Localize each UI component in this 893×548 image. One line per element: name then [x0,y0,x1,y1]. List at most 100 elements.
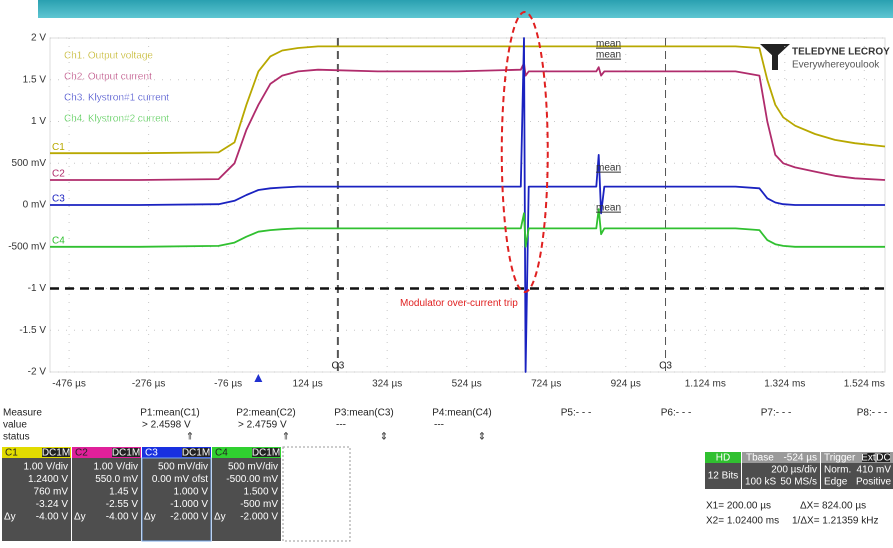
legend-entry: Ch2. Output current [64,72,152,83]
channel-marker: C3 [52,194,65,205]
y-tick-label: 1 V [31,116,46,127]
channel-setting: 760 mV [34,487,69,498]
measure-value: --- [336,420,346,431]
channel-setting: -2.000 V [170,512,208,523]
channel-setting: 500 mV/div [228,462,278,473]
y-tick-label: 1.5 V [23,74,47,85]
channel-setting: 1.00 V/div [24,462,68,473]
measure-value: > 2.4759 V [238,420,287,431]
tbase-sample-rate: 50 MS/s [780,477,817,488]
channel-setting: -4.00 V [36,512,69,523]
y-tick-label: -500 mV [8,241,46,252]
measure-status: ⇑ [186,432,194,443]
channel-marker: C4 [52,235,65,246]
measure-header: P1:mean(C1) [140,408,199,419]
trigger-mode: Norm. [824,465,851,476]
measure-header: P3:mean(C3) [334,408,393,419]
x-tick-label: -276 µs [132,379,166,390]
y-tick-label: 0 mV [23,200,47,211]
legend-entry: Ch4. Klystron#2 current [64,114,169,125]
measure-status: ⇑ [282,432,290,443]
trigger-level: 410 mV [857,465,892,476]
channel-setting: 1.500 V [244,487,279,498]
x-tick-label: 724 µs [531,379,561,390]
channel-name: C1 [5,448,18,459]
channel-marker: C1 [52,142,65,153]
trigger-tag: Ext [861,453,876,464]
tbase-label: Tbase [746,453,774,464]
channel-setting: -4.00 V [106,512,139,523]
channel-setting: 1.45 V [109,487,138,498]
trigger-tag: DC [876,453,890,464]
channel-setting: -3.24 V [36,499,69,510]
channel-marker: C2 [52,169,65,180]
x-tick-label: -476 µs [52,379,86,390]
acq-bits: 12 Bits [708,471,739,482]
measure-header: P8:- - - [857,408,888,419]
delta-label: Δy [4,512,16,523]
channel-setting: 500 mV/div [158,462,208,473]
banner [38,0,893,18]
x-tick-label: -76 µs [214,379,242,390]
logo-brand: TELEDYNE LECROY [792,47,890,58]
x-tick-label: 924 µs [611,379,641,390]
channel-coupling: DC1M [112,448,140,459]
legend-entry: Ch1. Output voltage [64,51,153,62]
trigger-slope: Positive [856,477,891,488]
measure-value: > 2.4598 V [142,420,191,431]
channel-name: C3 [145,448,158,459]
channel-coupling: DC1M [252,448,280,459]
cursor-label: C3 [331,361,344,372]
y-tick-label: 500 mV [12,158,47,169]
threshold-label: Modulator over-current trip [400,298,518,309]
x-tick-label: 524 µs [452,379,482,390]
measure-row-label: status [3,432,30,443]
channel-setting: -500.00 mV [226,474,278,485]
channel-name: C2 [75,448,88,459]
empty-slot [283,447,350,541]
measure-header: P2:mean(C2) [236,408,295,419]
trigger-marker [254,374,262,382]
x-tick-label: 1.324 ms [764,379,805,390]
channel-setting: 1.00 V/div [94,462,138,473]
acq-mode: HD [716,453,730,464]
measure-header: P6:- - - [661,408,692,419]
trace-tag: mean [596,163,621,174]
trigger-type: Edge [824,477,848,488]
legend-entry: Ch3. Klystron#1 current [64,93,169,104]
y-tick-label: -1.5 V [19,325,46,336]
channel-setting: 1.2400 V [28,474,68,485]
channel-setting: -2.55 V [106,499,139,510]
x-tick-label: 1.524 ms [844,379,885,390]
x-tick-label: 124 µs [293,379,323,390]
trace-tag: mean [596,50,621,61]
trace-tag: mean [596,203,621,214]
channel-setting: -2.000 V [240,512,278,523]
delta-label: Δy [144,512,156,523]
tbase-value: -524 µs [783,453,817,464]
readout-inv-dx: 1/ΔX= 1.21359 kHz [792,516,878,527]
x-tick-label: 1.124 ms [685,379,726,390]
channel-setting: -500 mV [240,499,278,510]
delta-label: Δy [214,512,226,523]
channel-coupling: DC1M [42,448,70,459]
tbase-samples: 100 kS [745,477,776,488]
y-tick-label: 2 V [31,33,46,44]
channel-setting: -1.000 V [170,499,208,510]
readout-x1: X1= 200.00 µs [706,501,771,512]
logo-tagline: Everywhereyoulook [792,60,880,71]
readout-dx: ΔX= 824.00 µs [800,501,866,512]
cursor-label: C3 [659,361,672,372]
readout-x2: X2= 1.02400 ms [706,516,779,527]
measure-header: P7:- - - [761,408,792,419]
y-tick-label: -2 V [28,367,47,378]
y-tick-label: -1 V [28,283,47,294]
trace-tag: mean [596,39,621,50]
scope-screen: 2 V 1.5 V 1 V 500 mV 0 mV -500 mV -1 V -1.5 V -2… [0,0,893,548]
tbase-rate-div: 200 µs/div [771,465,817,476]
measure-row-label: value [3,420,27,431]
delta-label: Δy [74,512,86,523]
channel-coupling: DC1M [182,448,210,459]
channel-setting: 1.000 V [174,487,209,498]
measure-header: P4:mean(C4) [432,408,491,419]
